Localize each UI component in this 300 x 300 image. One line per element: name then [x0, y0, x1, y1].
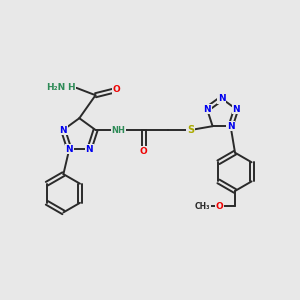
- Text: H₂N: H₂N: [46, 83, 65, 92]
- Text: N: N: [65, 145, 73, 154]
- Text: H: H: [67, 83, 75, 92]
- Text: O: O: [216, 202, 224, 211]
- Text: N: N: [227, 122, 234, 131]
- Text: S: S: [187, 125, 194, 135]
- Text: N: N: [59, 125, 67, 134]
- Text: N: N: [85, 145, 93, 154]
- Text: N: N: [203, 105, 211, 114]
- Text: N: N: [232, 105, 240, 114]
- Text: O: O: [113, 85, 121, 94]
- Text: O: O: [140, 147, 147, 156]
- Text: CH₃: CH₃: [195, 202, 210, 211]
- Text: N: N: [218, 94, 225, 103]
- Text: NH: NH: [112, 125, 125, 134]
